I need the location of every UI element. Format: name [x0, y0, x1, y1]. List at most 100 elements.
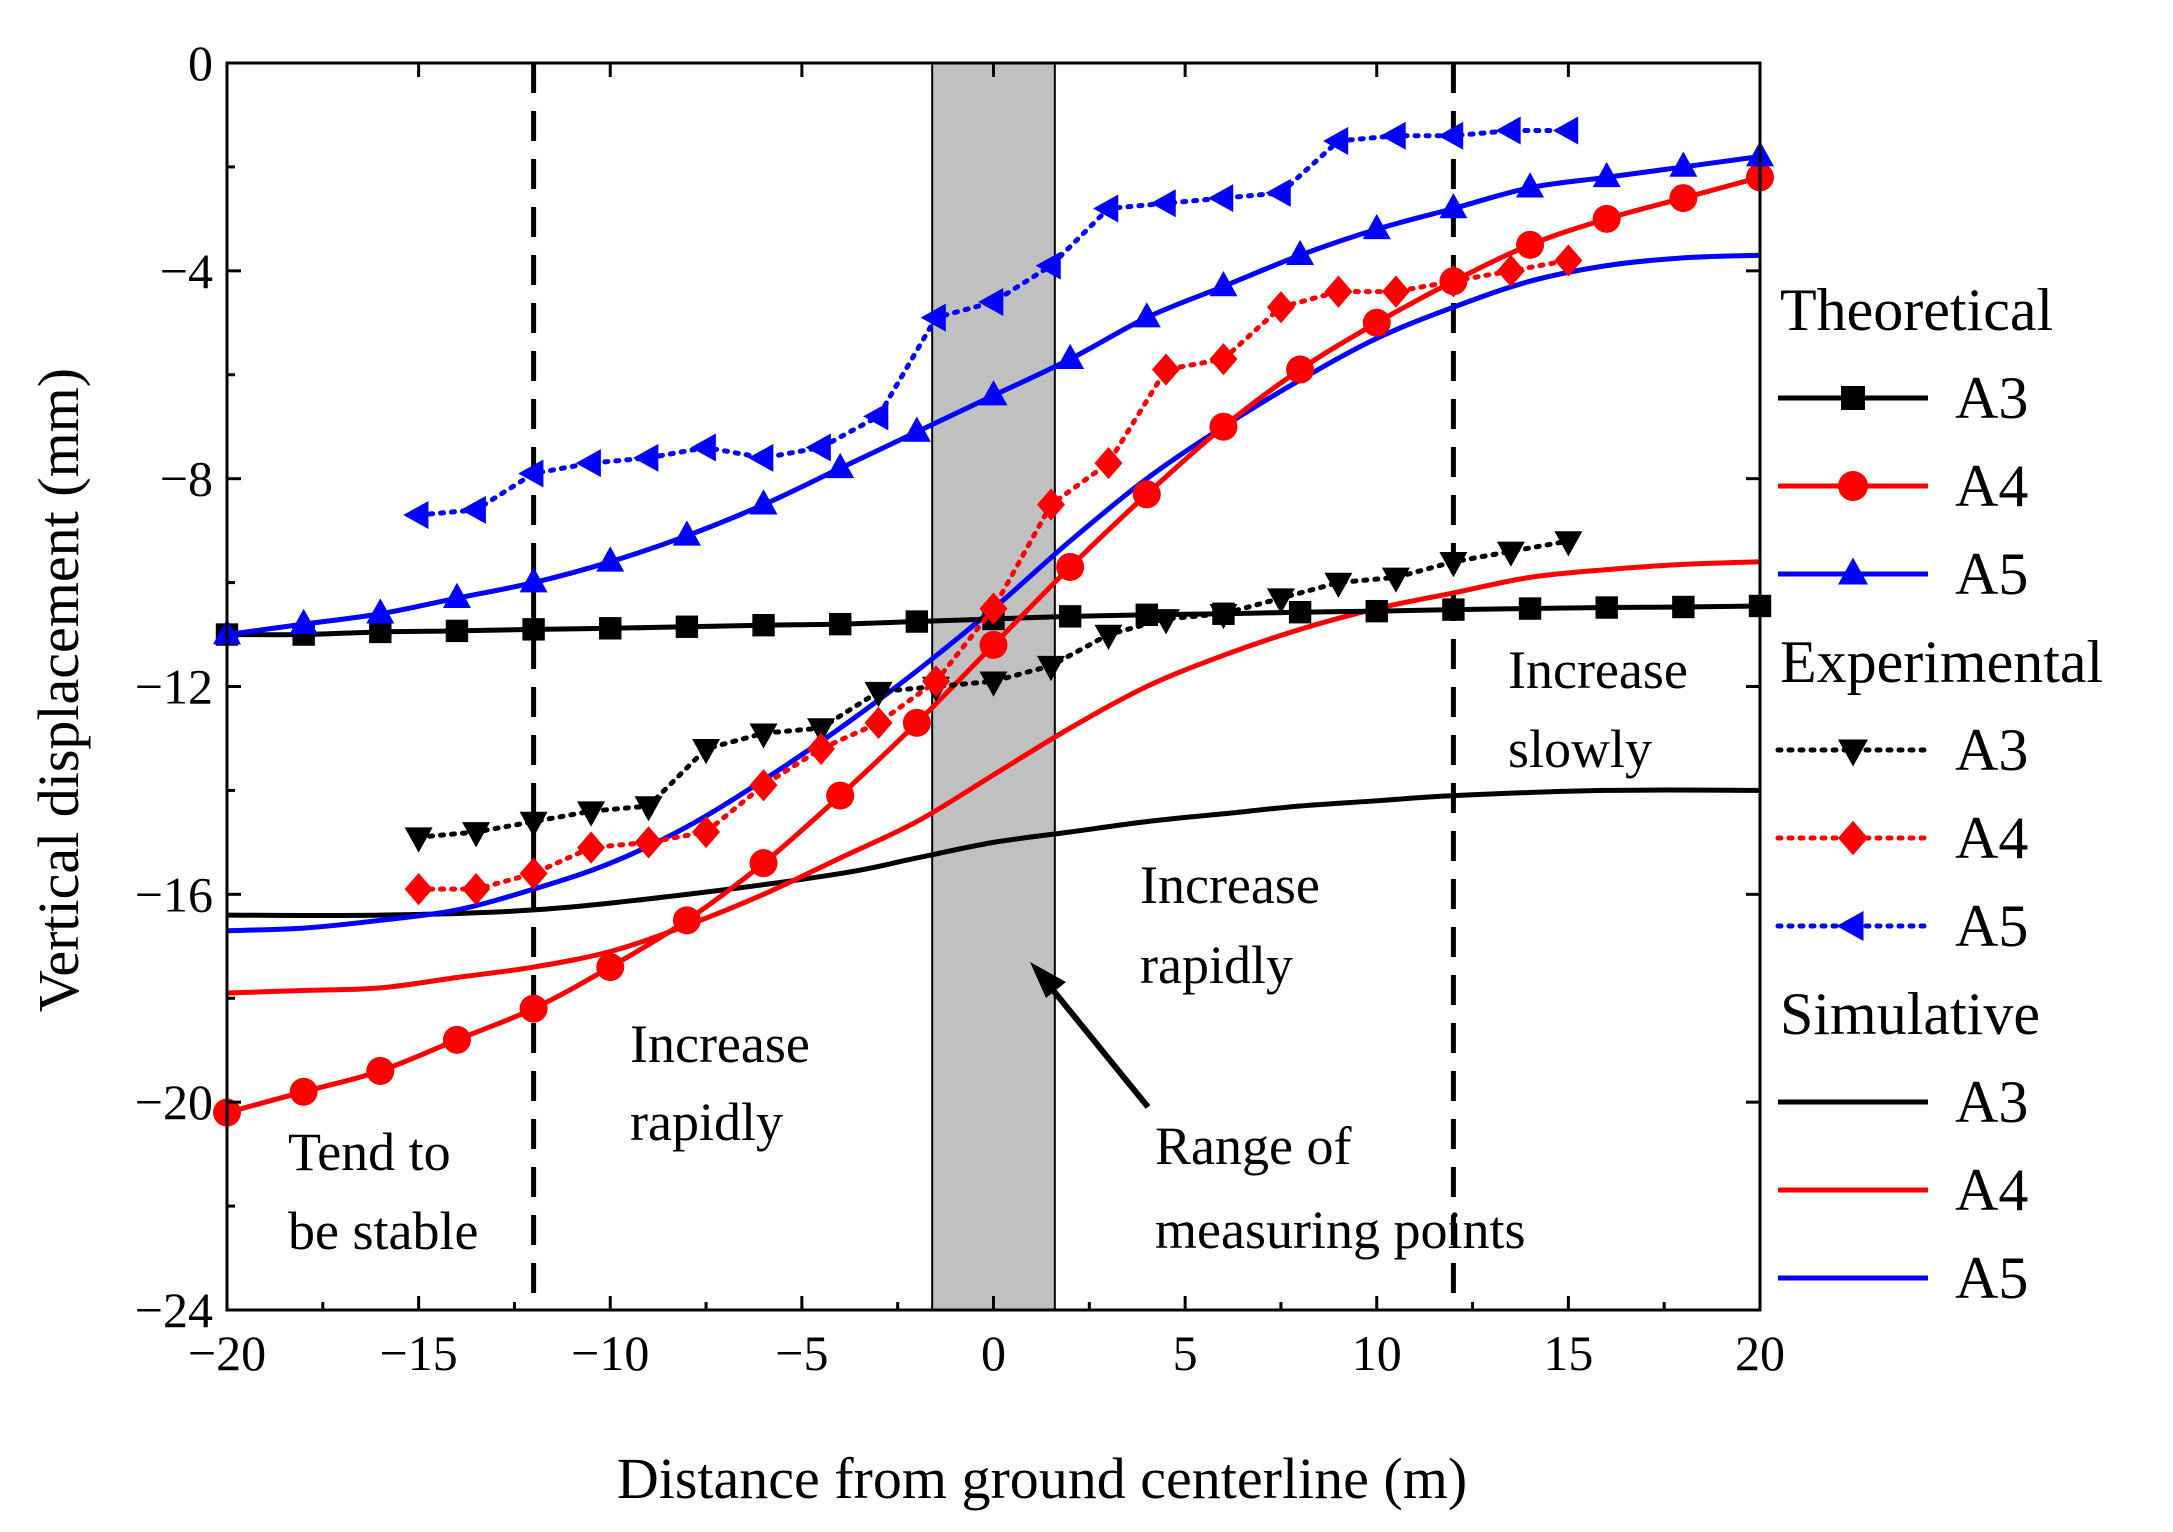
legend-label-experimental-a4: A4	[1955, 805, 2028, 871]
data-point-theoretical-a3-9	[905, 610, 929, 633]
x-tick-label: 15	[1543, 1325, 1593, 1381]
data-point-experimental-a3-7	[807, 718, 836, 744]
data-point-experimental-a3-13	[1151, 609, 1180, 635]
data-point-theoretical-a5-2	[366, 598, 395, 624]
data-point-experimental-a3-3	[577, 801, 606, 827]
data-point-theoretical-a4-19	[1669, 184, 1698, 213]
y-tick-label: −20	[135, 1074, 213, 1130]
data-point-experimental-a3-20	[1554, 531, 1583, 557]
y-tick-label: −16	[135, 866, 213, 922]
annotation-increase-rapidly-left-line2: rapidly	[630, 1092, 783, 1152]
data-point-experimental-a3-12	[1094, 624, 1123, 650]
data-point-experimental-a4-6	[749, 769, 778, 802]
data-point-experimental-a3-5	[692, 739, 721, 765]
data-point-experimental-a4-13	[1151, 353, 1180, 386]
data-point-experimental-a4-12	[1094, 446, 1123, 480]
data-point-theoretical-a5-9	[902, 416, 931, 442]
data-point-theoretical-a5-19	[1669, 151, 1698, 177]
data-point-experimental-a5-5	[690, 433, 716, 462]
data-point-experimental-a4-19	[1496, 254, 1525, 287]
legend-label-theoretical-a4: A4	[1955, 453, 2028, 519]
data-point-theoretical-a4-11	[1056, 552, 1085, 581]
annotation-range-measuring-line2: measuring points	[1155, 1200, 1525, 1260]
x-tick-label: −5	[775, 1325, 828, 1381]
y-tick-label: −4	[160, 243, 213, 299]
data-point-theoretical-a4-4	[519, 994, 548, 1023]
x-tick-label: 0	[981, 1325, 1006, 1381]
data-point-experimental-a3-18	[1439, 552, 1468, 578]
legend-label-theoretical-a5: A5	[1955, 541, 2028, 607]
data-point-experimental-a4-17	[1381, 275, 1410, 308]
series-simulative-a4	[226, 559, 1761, 996]
data-point-experimental-a5-13	[1150, 189, 1176, 218]
data-point-experimental-a4-10	[979, 592, 1008, 625]
data-point-theoretical-a5-6	[672, 520, 701, 546]
data-point-theoretical-a5-11	[1056, 343, 1085, 369]
legend-label-simulative-a4: A4	[1955, 1157, 2028, 1223]
data-point-theoretical-a3-8	[829, 612, 852, 636]
data-point-theoretical-a4-14	[1286, 355, 1315, 384]
annotation-tend-stable-line1: Tend to	[288, 1122, 451, 1182]
data-point-theoretical-a4-2	[366, 1056, 395, 1085]
legend-marker-experimental-a3	[1838, 739, 1868, 767]
x-tick-label: −10	[571, 1325, 649, 1381]
data-point-experimental-a3-17	[1381, 567, 1410, 593]
data-point-experimental-a4-9	[922, 665, 951, 698]
data-point-experimental-a5-8	[863, 402, 889, 431]
data-point-theoretical-a5-1	[289, 608, 318, 634]
x-tick-label: 20	[1735, 1325, 1785, 1381]
data-point-theoretical-a3-17	[1518, 597, 1542, 620]
data-point-theoretical-a3-18	[1595, 596, 1618, 619]
data-point-theoretical-a5-4	[519, 567, 548, 593]
series-experimental-a5	[403, 116, 1579, 530]
data-point-experimental-a4-4	[634, 826, 663, 859]
data-point-theoretical-a3-6	[675, 615, 699, 638]
legend-label-theoretical-a3: A3	[1955, 365, 2028, 431]
data-point-experimental-a5-11	[1035, 251, 1061, 280]
legend-marker-experimental-a4	[1838, 820, 1868, 856]
series-theoretical-a5	[213, 141, 1774, 645]
data-point-theoretical-a5-7	[749, 489, 778, 515]
data-point-theoretical-a3-11	[1058, 605, 1082, 628]
data-point-experimental-a5-14	[1208, 184, 1234, 213]
data-point-theoretical-a4-12	[1132, 480, 1161, 509]
axes: −20 −15 −10 −5 0 5 10 15 200−4−8−12−16−20−24	[135, 35, 1785, 1381]
data-point-theoretical-a3-7	[752, 613, 775, 637]
data-point-experimental-a4-18	[1439, 265, 1468, 298]
legend-label-experimental-a5: A5	[1955, 893, 2028, 959]
series-experimental-a3	[404, 531, 1583, 853]
annotation-arrow-shaft	[1045, 982, 1151, 1109]
legend-label-experimental-a3: A3	[1955, 717, 2028, 783]
x-tick-label: −15	[380, 1325, 458, 1381]
series-theoretical-a4	[213, 163, 1774, 1127]
series-simulative-a3	[226, 787, 1761, 919]
data-point-theoretical-a4-8	[826, 781, 855, 810]
data-point-theoretical-a4-6	[672, 906, 701, 935]
data-point-theoretical-a5-3	[442, 582, 471, 608]
data-point-theoretical-a4-15	[1362, 308, 1391, 337]
data-point-theoretical-a3-5	[599, 617, 622, 640]
data-point-experimental-a4-3	[577, 831, 606, 864]
x-tick-label: 10	[1352, 1325, 1402, 1381]
data-point-experimental-a3-8	[864, 681, 893, 708]
data-point-theoretical-a4-7	[749, 849, 778, 878]
annotations: Tend to be stable Increase rapidly Incre…	[288, 640, 1688, 1261]
y-axis-title: Vertical displacement (mm)	[26, 368, 91, 1012]
data-point-experimental-a3-0	[404, 827, 433, 853]
legend-marker-experimental-a5	[1836, 911, 1864, 941]
data-point-experimental-a4-20	[1554, 244, 1583, 277]
legend-group-title: Simulative	[1780, 981, 2040, 1047]
data-point-experimental-a5-1	[460, 495, 486, 524]
data-point-experimental-a3-16	[1324, 572, 1353, 598]
data-point-experimental-a3-11	[1036, 655, 1065, 682]
data-point-experimental-a5-3	[575, 449, 601, 478]
annotation-increase-slowly-line2: slowly	[1508, 719, 1652, 779]
data-point-theoretical-a4-13	[1209, 412, 1238, 441]
y-tick-label: −12	[135, 659, 213, 715]
series-line-simulative-a4	[226, 559, 1761, 996]
annotation-increase-rapidly-left-line1: Increase	[630, 1014, 810, 1074]
legend-group-title: Experimental	[1780, 629, 2103, 695]
data-point-experimental-a5-20	[1552, 116, 1579, 145]
data-point-theoretical-a5-5	[596, 546, 625, 572]
